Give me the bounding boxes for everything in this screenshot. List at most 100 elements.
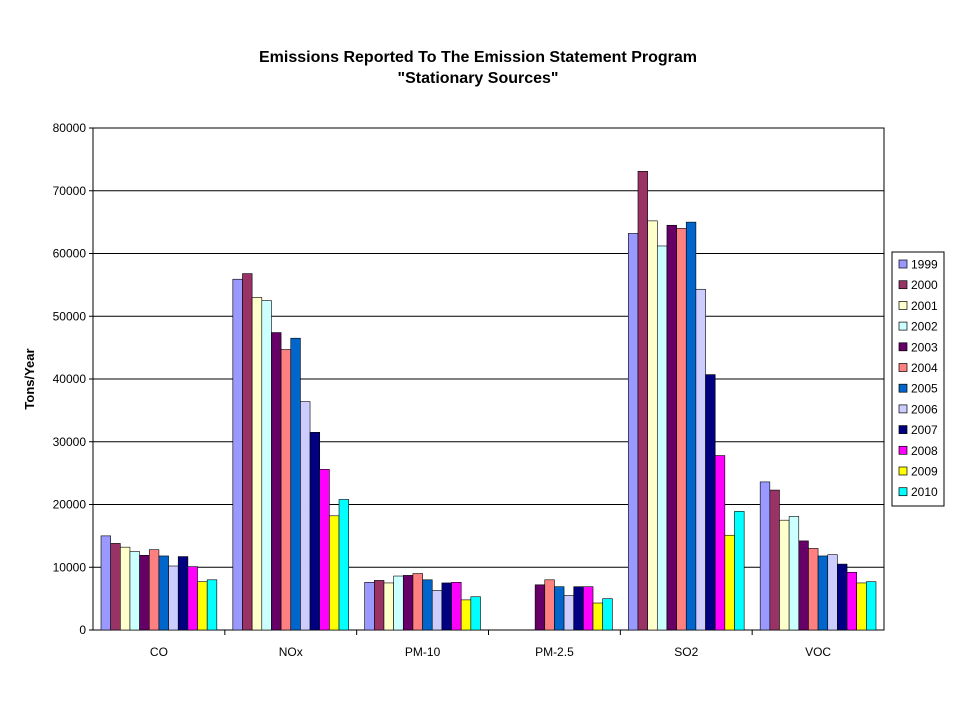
- legend-label-2004: 2004: [911, 361, 938, 375]
- gridlines: [93, 190, 884, 568]
- legend-swatch-2000: [898, 280, 908, 290]
- bar-voc-2000: [769, 489, 780, 631]
- bar-pm10-2006: [431, 590, 443, 631]
- bar-pm10-2002: [393, 575, 404, 631]
- bar-so2-2002: [656, 245, 668, 631]
- bar-voc-2004: [808, 548, 819, 631]
- legend-label-2002: 2002: [911, 320, 938, 334]
- bar-co-2007: [177, 556, 189, 631]
- x-tick-label: SO2: [674, 645, 698, 659]
- bar-pm10-2004: [412, 573, 423, 631]
- bar-voc-2005: [817, 555, 829, 631]
- bar-nox-2009: [329, 515, 340, 631]
- bar-voc-2003: [798, 540, 809, 631]
- bar-pm25-2007: [573, 586, 584, 631]
- bar-co-2004: [148, 549, 160, 631]
- bar-so2-2009: [724, 534, 735, 631]
- bar-nox-2007: [309, 432, 321, 631]
- bar-pm10-2007: [441, 582, 452, 631]
- bar-co-2006: [168, 565, 179, 631]
- bar-nox-2004: [280, 349, 292, 631]
- x-axis: CO NOx PM-10 PM-2.5 SO2 VOC: [150, 630, 831, 659]
- y-tick-label: 40000: [53, 372, 87, 386]
- bar-so2-2005: [685, 221, 697, 631]
- bar-nox-2005: [290, 337, 301, 631]
- bar-nox-2003: [271, 332, 282, 631]
- bar-co-2009: [197, 581, 208, 631]
- x-tick-label: CO: [150, 645, 168, 659]
- bar-pm25-2005: [554, 586, 565, 631]
- bar-voc-2006: [827, 554, 838, 631]
- legend-swatch-2002: [898, 321, 908, 331]
- y-tick-label: 30000: [53, 435, 87, 449]
- bar-so2-2004: [676, 228, 687, 631]
- bar-so2-2000: [637, 170, 648, 631]
- bar-pm25-2003: [534, 584, 546, 631]
- bar-co-2010: [206, 579, 218, 631]
- bar-pm25-2010: [602, 598, 613, 631]
- y-axis: 0 10000 20000 30000 40000 50000 60000 70000 8000…: [53, 121, 93, 637]
- bar-voc-2002: [788, 516, 800, 631]
- bar-so2-2010: [734, 511, 745, 631]
- bar-co-2000: [110, 543, 121, 631]
- bar-co-2001: [120, 546, 131, 631]
- legend-label-2000: 2000: [911, 278, 938, 292]
- legend-swatch-2003: [898, 342, 908, 352]
- legend-box: [891, 251, 945, 507]
- bar-nox-2000: [242, 273, 253, 631]
- legend-label-2009: 2009: [911, 465, 938, 479]
- bar-pm10-2005: [422, 579, 433, 631]
- bar-nox-2010: [338, 499, 349, 631]
- legend: 1999 2000 2001 2002 2003 2004 2005 2006 2007 2008…: [891, 251, 945, 507]
- bar-pm10-2000: [374, 580, 385, 631]
- legend-label-2001: 2001: [911, 299, 938, 313]
- y-tick-label: 80000: [53, 121, 87, 135]
- legend-swatch-2009: [898, 466, 908, 476]
- bar-nox-1999: [232, 278, 243, 631]
- legend-swatch-2005: [898, 383, 908, 393]
- legend-label-2003: 2003: [911, 340, 938, 354]
- bar-so2-2008: [714, 455, 726, 631]
- y-axis-title: Tons/Year: [22, 348, 37, 409]
- bar-nox-2002: [261, 300, 272, 631]
- bar-voc-2007: [837, 563, 848, 631]
- bar-co-2002: [129, 551, 140, 631]
- bar-voc-1999: [759, 481, 771, 631]
- bar-pm10-2009: [460, 599, 472, 631]
- chart-subtitle: "Stationary Sources": [398, 70, 559, 87]
- bar-pm25-2006: [563, 595, 575, 631]
- bar-nox-2001: [251, 297, 263, 631]
- bar-nox-2006: [300, 401, 311, 631]
- legend-label-1999: 1999: [911, 258, 938, 272]
- legend-label-2007: 2007: [911, 423, 938, 437]
- x-tick-label: PM-10: [405, 645, 441, 659]
- bar-voc-2008: [846, 571, 857, 631]
- bar-so2-1999: [628, 233, 639, 631]
- legend-swatch-2008: [898, 445, 908, 455]
- bar-co-2005: [158, 555, 169, 631]
- bar-co-2008: [187, 566, 198, 631]
- bars: [100, 170, 877, 631]
- legend-label-2010: 2010: [911, 485, 938, 499]
- bar-pm10-2001: [383, 582, 394, 631]
- bar-pm25-2004: [544, 579, 555, 631]
- bar-pm10-2010: [470, 596, 481, 631]
- bar-co-2003: [139, 555, 150, 631]
- bar-so2-2001: [647, 220, 658, 631]
- legend-swatch-2001: [898, 301, 908, 310]
- y-tick-label: 60000: [53, 247, 87, 261]
- legend-swatch-2007: [898, 425, 908, 434]
- legend-swatch-1999: [898, 259, 908, 269]
- bar-pm10-2008: [451, 582, 462, 631]
- x-tick-label: PM-2.5: [535, 645, 574, 659]
- bar-so2-2006: [695, 288, 706, 631]
- y-tick-label: 50000: [53, 309, 87, 323]
- bar-pm25-2008: [583, 586, 594, 631]
- bar-so2-2003: [666, 224, 677, 631]
- chart-title: Emissions Reported To The Emission State…: [259, 49, 697, 66]
- legend-label-2008: 2008: [911, 444, 938, 458]
- y-tick-label: 20000: [53, 498, 87, 512]
- legend-label-2005: 2005: [911, 382, 938, 396]
- x-tick-label: VOC: [805, 645, 831, 659]
